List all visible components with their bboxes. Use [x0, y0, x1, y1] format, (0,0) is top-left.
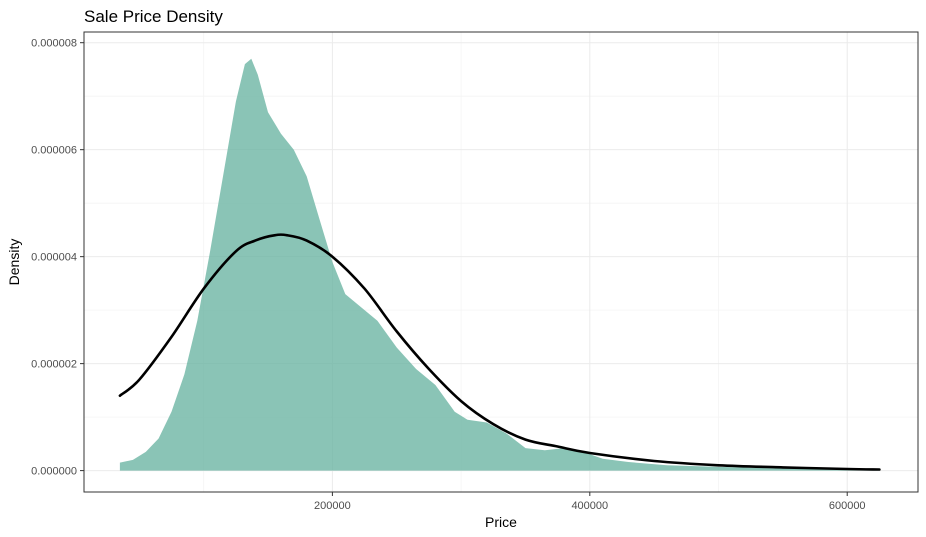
x-axis-title: Price — [485, 514, 517, 530]
y-axis: 0.000000 0.000002 0.000004 0.000006 0.000008 — [31, 38, 84, 478]
y-tick-label: 0.000004 — [31, 252, 77, 264]
y-axis-title: Density — [6, 239, 22, 286]
density-area — [119, 58, 880, 471]
y-tick-label: 0.000006 — [31, 145, 77, 157]
plot-panel — [83, 31, 919, 493]
x-axis: 200000 400000 600000 — [314, 492, 866, 512]
y-tick-label: 0.000002 — [31, 359, 77, 371]
x-tick-label: 600000 — [829, 500, 866, 512]
y-tick-label: 0.000008 — [31, 38, 77, 50]
fitted-curve-line — [118, 233, 881, 471]
chart-title: Sale Price Density — [84, 7, 223, 26]
x-tick-label: 400000 — [571, 500, 608, 512]
series-layer — [118, 58, 881, 471]
y-tick-label: 0.000000 — [31, 466, 77, 478]
panel-border — [83, 31, 919, 493]
x-tick-label: 200000 — [314, 500, 351, 512]
